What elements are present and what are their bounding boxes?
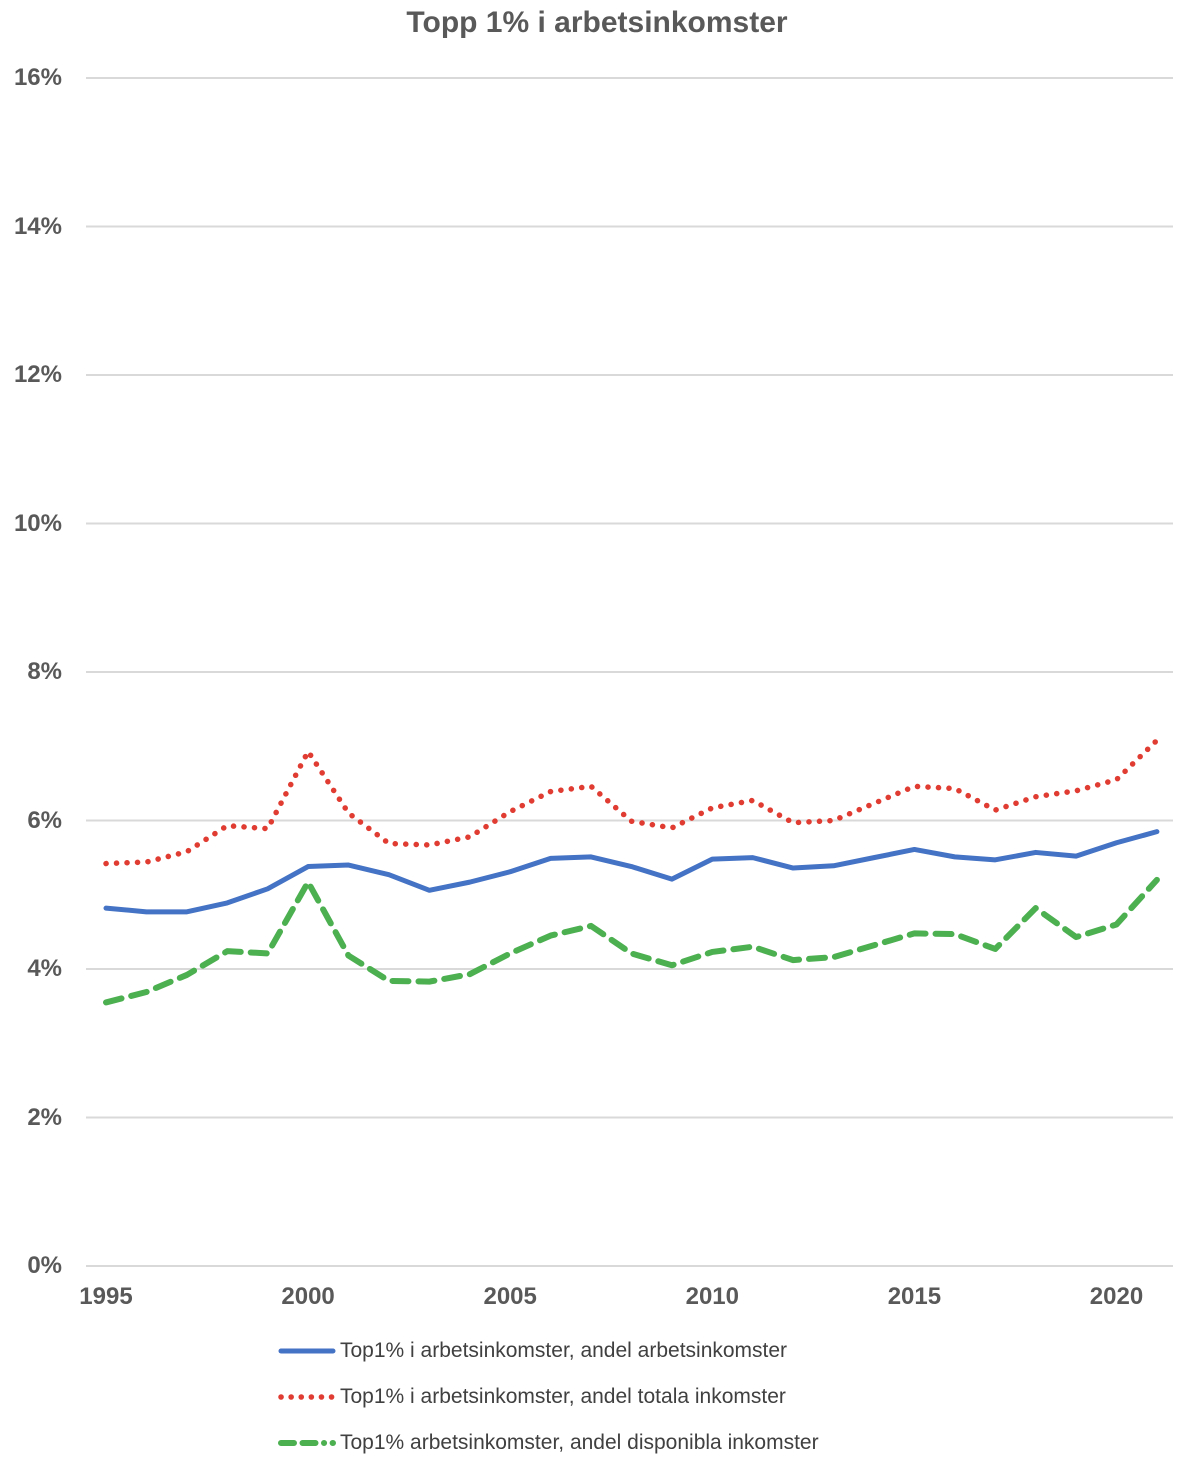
y-axis-label: 14% (13, 212, 62, 240)
y-axis-label: 8% (27, 658, 62, 685)
chart-title: Topp 1% i arbetsinkomster (406, 6, 788, 39)
legend-solid-line-icon (278, 1348, 336, 1354)
series-line-dotted (103, 737, 1160, 867)
x-axis-label: 2010 (685, 1283, 739, 1310)
legend-label: Top1% arbetsinkomster, andel disponibla … (340, 1431, 819, 1454)
x-axis-label: 1995 (79, 1283, 133, 1310)
legend-dashed-line-icon (278, 1440, 336, 1446)
legend-item-totala-inkomster: Top1% i arbetsinkomster, andel totala in… (278, 1374, 819, 1420)
series-line-dashed (103, 876, 1160, 1006)
legend-item-arbetsinkomster: Top1% i arbetsinkomster, andel arbetsink… (278, 1328, 819, 1374)
x-axis-label: 2005 (483, 1283, 537, 1310)
x-axis-label: 2015 (887, 1283, 942, 1310)
legend-dotted-line-icon (278, 1394, 336, 1400)
series-line-solid (103, 829, 1160, 915)
y-axis-label: 12% (13, 361, 62, 388)
y-axis-label: 10% (13, 509, 62, 537)
y-axis-label: 0% (27, 1252, 62, 1279)
y-axis-label: 16% (13, 64, 62, 91)
legend-label: Top1% i arbetsinkomster, andel totala in… (340, 1385, 786, 1408)
x-axis-label: 2020 (1089, 1283, 1144, 1310)
legend-item-disponibla-inkomster: Top1% arbetsinkomster, andel disponibla … (278, 1420, 819, 1466)
x-axis-label: 2000 (281, 1283, 335, 1310)
legend-label: Top1% i arbetsinkomster, andel arbetsink… (340, 1339, 788, 1362)
legend: Top1% i arbetsinkomster, andel arbetsink… (278, 1328, 819, 1466)
y-axis-label: 6% (27, 806, 62, 834)
y-axis-label: 2% (27, 1103, 62, 1131)
y-axis-label: 4% (27, 955, 62, 982)
